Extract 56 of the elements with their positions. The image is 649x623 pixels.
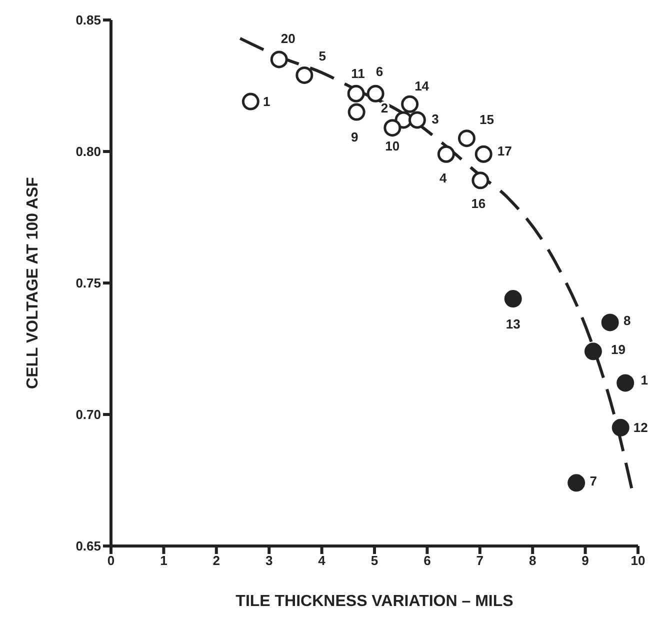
- x-axis-title: TILE THICKNESS VARIATION – MILS: [236, 593, 514, 610]
- annotation: 10: [385, 138, 400, 154]
- annotation: 3: [432, 111, 439, 126]
- x-tick-label: 5: [370, 553, 378, 568]
- x-tick-label: 9: [582, 553, 589, 568]
- annotation: 15: [479, 112, 494, 127]
- point: [384, 119, 402, 137]
- x-tick-label: 7: [476, 553, 484, 568]
- y-axis-title: CELL VOLTAGE AT 100 ASF: [24, 176, 42, 389]
- x-tick-label: 3: [265, 553, 273, 568]
- point: [474, 145, 492, 163]
- y-tick-label: 0.65: [76, 538, 101, 554]
- point: [612, 418, 630, 436]
- annotation: 9: [350, 130, 358, 145]
- x-tick-label: 8: [528, 553, 536, 568]
- y-tick-label: 0.70: [76, 407, 101, 422]
- point: [408, 111, 426, 129]
- point: [568, 474, 586, 492]
- x-tick-label: 1: [160, 553, 168, 568]
- point: [458, 130, 476, 148]
- point: [504, 290, 522, 308]
- x-tick-label: 0: [107, 553, 115, 568]
- x-tick-label: 6: [424, 553, 431, 568]
- point: [437, 145, 455, 163]
- annotation: 6: [376, 64, 384, 80]
- annotation: 1: [263, 94, 270, 110]
- point: [296, 66, 314, 84]
- annotation: 8: [623, 312, 631, 328]
- annotation: 12: [633, 420, 648, 436]
- x-tick-label: 4: [318, 553, 326, 568]
- point: [584, 342, 602, 360]
- point: [366, 84, 384, 102]
- annotation: 17: [497, 144, 512, 159]
- y-tick-label: 0.80: [76, 144, 101, 160]
- annotation: 7: [590, 473, 597, 488]
- point: [270, 50, 288, 68]
- annotation: 20: [280, 30, 296, 46]
- annotation: 14: [414, 78, 430, 94]
- annotation: 1: [640, 372, 648, 388]
- point: [472, 172, 490, 190]
- point: [347, 84, 365, 102]
- x-tick-label: 10: [630, 553, 646, 568]
- point: [601, 314, 619, 332]
- annotation: 19: [610, 342, 626, 357]
- point: [348, 103, 366, 121]
- point: [401, 95, 419, 113]
- annotation: 4: [440, 170, 448, 186]
- point: [242, 92, 260, 110]
- annotation: 13: [506, 316, 520, 332]
- annotation: 16: [471, 196, 486, 211]
- y-tick-label: 0.75: [76, 276, 101, 291]
- point: [616, 374, 634, 392]
- annotation: 11: [351, 66, 365, 82]
- y-tick-label: 0.85: [76, 12, 101, 28]
- annotation: 5: [318, 48, 326, 64]
- x-tick-label: 2: [212, 553, 220, 568]
